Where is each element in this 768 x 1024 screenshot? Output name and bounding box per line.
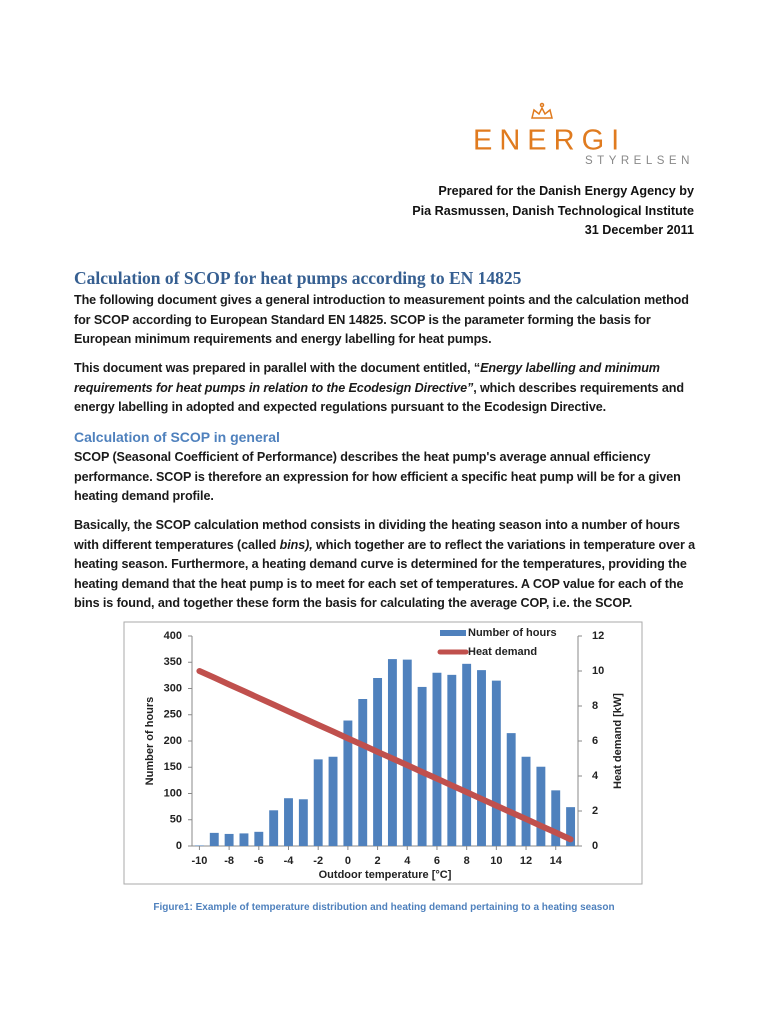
x-tick-label: -8	[224, 855, 234, 867]
y2-tick-label: 6	[592, 735, 598, 747]
bar	[477, 670, 486, 846]
italic-text: bins),	[279, 537, 313, 552]
bar	[417, 686, 427, 846]
y-tick-label: 350	[164, 656, 182, 668]
logo: ENERGI	[473, 125, 626, 157]
y-tick-label: 250	[164, 709, 182, 721]
bar	[313, 759, 323, 846]
legend-label: Heat demand	[468, 646, 537, 658]
paragraph: This document was prepared in parallel w…	[74, 359, 698, 418]
y2-tick-label: 10	[592, 665, 604, 677]
bar	[506, 733, 516, 846]
crown-icon	[531, 102, 553, 119]
text: which together are to reflect the variat…	[74, 537, 696, 611]
text: , which describes requirements and energ…	[74, 380, 684, 415]
bar	[536, 766, 546, 846]
bar	[566, 807, 576, 846]
bar	[432, 672, 442, 846]
x-tick-label: -4	[284, 855, 295, 867]
y2-tick-label: 12	[592, 630, 604, 642]
bar	[194, 845, 204, 846]
bar	[462, 663, 472, 846]
y-tick-label: 400	[164, 630, 182, 642]
bar	[447, 674, 457, 846]
y2-tick-label: 4	[592, 770, 599, 782]
y-axis-label: Number of hours	[144, 697, 156, 786]
italic-text: Energy labelling and minimum requirement…	[74, 361, 660, 395]
prepared-line: Pia Rasmussen, Danish Technological Inst…	[412, 203, 694, 218]
y-tick-label: 50	[170, 814, 182, 826]
bar	[328, 756, 338, 846]
x-tick-label: -2	[313, 855, 323, 867]
legend-label: Number of hours	[468, 627, 557, 639]
bar	[343, 720, 353, 846]
caption: Figure1: Example of temperature distribu…	[153, 902, 615, 913]
logo-sub: STYRELSEN	[585, 155, 694, 167]
x-tick-label: 8	[464, 855, 470, 867]
bar	[551, 790, 561, 846]
x-tick-label: -6	[254, 855, 264, 867]
x-tick-label: 12	[520, 855, 532, 867]
y-tick-label: 100	[164, 787, 182, 799]
y-tick-label: 200	[164, 735, 182, 747]
bar	[239, 833, 249, 846]
paragraph: The following document gives a general i…	[74, 291, 698, 350]
bar	[269, 810, 279, 846]
x-tick-label: 6	[434, 855, 440, 867]
bar	[387, 659, 397, 846]
prepared-block: Prepared for the Danish Energy Agency by…	[412, 182, 694, 241]
legend-swatch	[440, 630, 466, 636]
paragraph: SCOP (Seasonal Coefficient of Performanc…	[74, 448, 698, 507]
y2-axis-label: Heat demand [kW]	[612, 693, 624, 789]
bar	[402, 659, 412, 846]
y2-tick-label: 8	[592, 700, 598, 712]
x-tick-label: 0	[345, 855, 351, 867]
y2-tick-label: 0	[592, 840, 598, 852]
bar	[209, 832, 219, 846]
y2-tick-label: 2	[592, 805, 598, 817]
x-axis-label: Outdoor temperature [°C]	[319, 869, 452, 881]
title: Calculation of SCOP for heat pumps accor…	[74, 268, 522, 288]
bar	[358, 699, 368, 846]
y-tick-label: 0	[176, 840, 182, 852]
text: The following document gives a general i…	[74, 293, 689, 346]
x-tick-label: 14	[550, 855, 563, 867]
bar	[298, 799, 308, 846]
bar	[224, 833, 234, 846]
x-tick-label: 10	[490, 855, 502, 867]
line	[196, 668, 574, 843]
paragraph: Basically, the SCOP calculation method c…	[74, 516, 698, 614]
prepared-line: Prepared for the Danish Energy Agency by	[438, 184, 694, 198]
bar	[254, 831, 264, 846]
text: SCOP (Seasonal Coefficient of Performanc…	[74, 450, 681, 503]
bar	[521, 756, 531, 846]
prepared-line: 31 December 2011	[584, 223, 694, 237]
section-heading: Calculation of SCOP in general	[74, 429, 280, 445]
x-tick-label: -10	[191, 855, 207, 867]
y-tick-label: 300	[164, 682, 182, 694]
bar	[491, 680, 501, 846]
text: Basically, the SCOP calculation method c…	[74, 518, 680, 552]
bar	[284, 798, 293, 846]
bar	[373, 678, 383, 846]
x-tick-label: 2	[375, 855, 381, 867]
y-tick-label: 150	[164, 761, 182, 773]
x-tick-label: 4	[404, 855, 411, 867]
text: This document was prepared in parallel w…	[74, 361, 481, 375]
